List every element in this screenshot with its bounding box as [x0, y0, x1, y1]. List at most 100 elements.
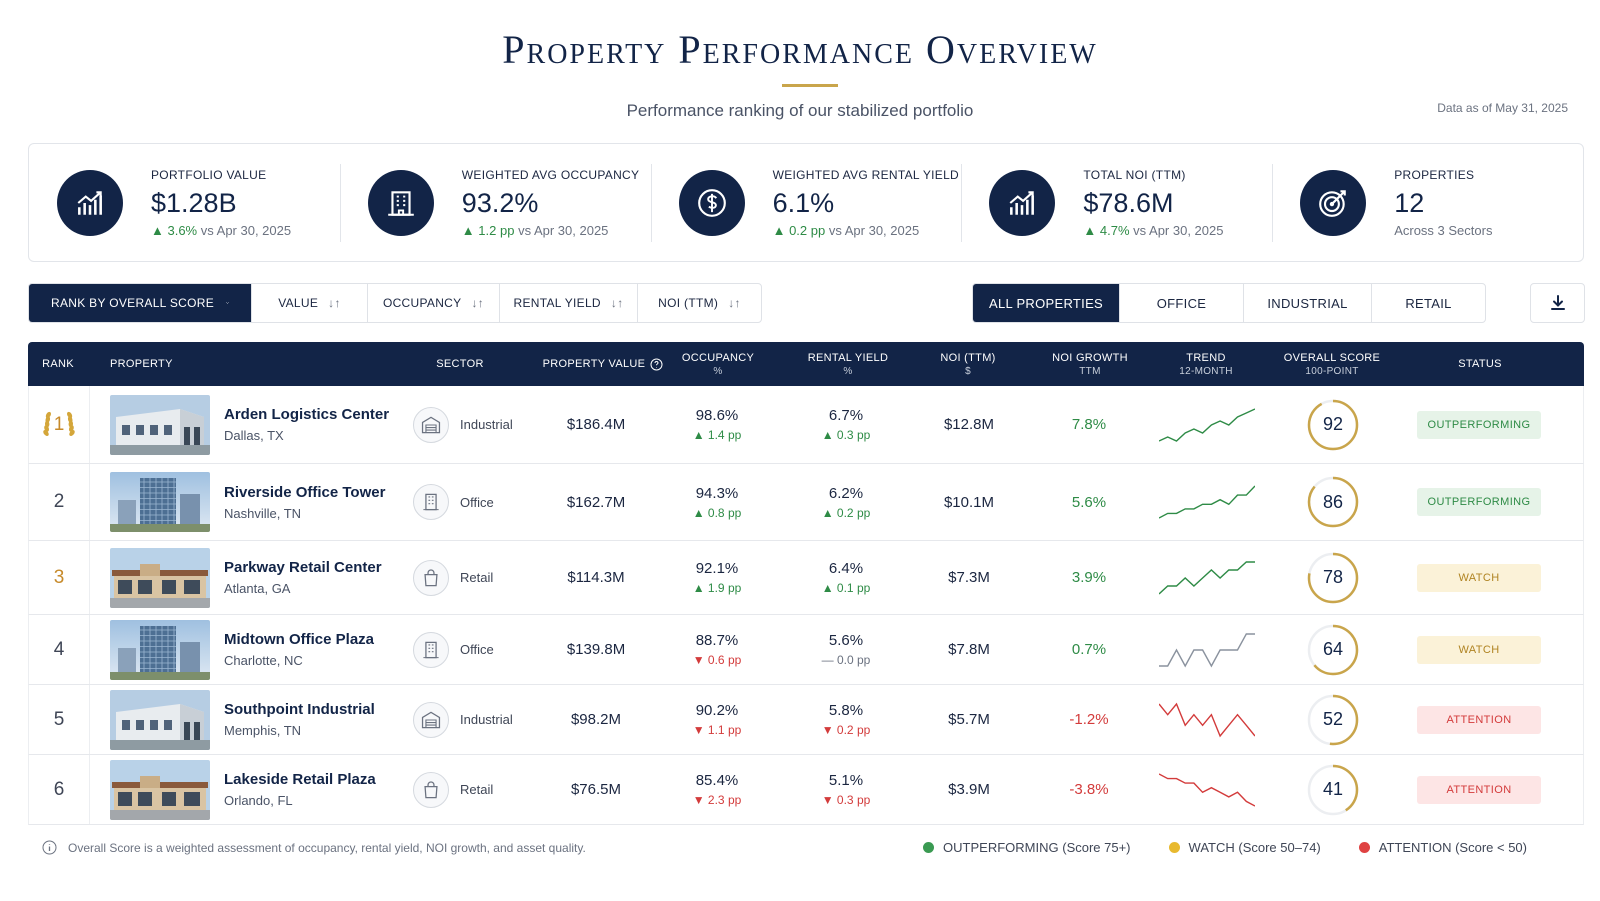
- status-legend: OUTPERFORMING (Score 75+) WATCH (Score 50…: [885, 840, 1527, 855]
- status-badge: ATTENTION: [1417, 775, 1541, 804]
- kpi-delta: ▲ 1.2 pp: [461, 222, 515, 238]
- filter-all-properties[interactable]: ALL PROPERTIES: [973, 284, 1119, 322]
- download-button[interactable]: [1530, 283, 1585, 323]
- sector-name: Industrial: [460, 417, 513, 432]
- trend-sparkline: [1159, 685, 1255, 754]
- property-cell[interactable]: Lakeside Retail Plaza Orlando, FL: [224, 755, 376, 824]
- table-row[interactable]: 3 Parkway Retail Center Atlanta, GA Reta…: [28, 541, 1584, 615]
- property-name[interactable]: Riverside Office Tower: [224, 483, 386, 501]
- occupancy-value: 85.4%: [695, 772, 739, 789]
- filter-office[interactable]: OFFICE: [1119, 284, 1243, 322]
- property-name[interactable]: Midtown Office Plaza: [224, 631, 375, 648]
- laurel-icon: [43, 411, 75, 436]
- rental-yield-cell: 6.2% ▲ 0.2 pp: [796, 464, 896, 540]
- col-property[interactable]: PROPERTY: [110, 358, 173, 370]
- property-cell[interactable]: Southpoint Industrial Memphis, TN: [224, 685, 375, 754]
- kpi-value: $78.6M: [1083, 187, 1174, 218]
- col-occupancy[interactable]: OCCUPANCY%: [681, 351, 755, 377]
- col-sector[interactable]: SECTOR: [436, 358, 484, 370]
- filter-industrial[interactable]: INDUSTRIAL: [1243, 284, 1371, 322]
- col-property-value[interactable]: PROPERTY VALUE: [528, 342, 678, 386]
- occupancy-cell: 88.7% ▼ 0.6 pp: [667, 615, 767, 684]
- sector-cell: Retail: [413, 541, 493, 614]
- sort-value-button[interactable]: VALUE ↓↑: [251, 284, 367, 322]
- property-location: Dallas, TX: [224, 428, 284, 443]
- table-row[interactable]: 4 Midtown Office Plaza Charlotte, NC Off…: [28, 615, 1584, 685]
- kpi-card: PORTFOLIO VALUE $1.28B ▲ 3.6% vs Apr 30,…: [29, 144, 340, 261]
- occupancy-cell: 94.3% ▲ 0.8 pp: [667, 464, 767, 540]
- col-noi[interactable]: NOI (TTM) $: [940, 351, 996, 377]
- table-header: RANK PROPERTY SECTOR PROPERTY VALUE OCCU…: [28, 342, 1584, 386]
- property-cell[interactable]: Midtown Office Plaza Charlotte, NC: [224, 615, 374, 684]
- rank-number: 3: [53, 566, 65, 588]
- sort-noi-ttm-button[interactable]: NOI (TTM) ↓↑: [637, 284, 761, 322]
- property-cell[interactable]: Arden Logistics Center Dallas, TX: [224, 386, 389, 463]
- property-thumbnail: [110, 386, 210, 463]
- property-location: Atlanta, GA: [224, 581, 291, 596]
- property-cell[interactable]: Riverside Office Tower Nashville, TN: [224, 464, 385, 540]
- trend-sparkline: [1159, 464, 1255, 540]
- overall-score-ring: 64: [1306, 615, 1360, 684]
- sector-filter: ALL PROPERTIES OFFICE INDUSTRIAL RETAIL: [972, 283, 1486, 323]
- filter-retail[interactable]: RETAIL: [1371, 284, 1485, 322]
- status-badge: WATCH: [1417, 563, 1541, 592]
- kpi-label: PORTFOLIO VALUE: [151, 167, 267, 182]
- shopping-bag-icon: [413, 559, 449, 596]
- occupancy-value: 98.6%: [695, 407, 739, 424]
- col-overall-score[interactable]: OVERALL SCORE 100-POINT: [1283, 351, 1381, 377]
- status-badge: OUTPERFORMING: [1417, 488, 1541, 516]
- status-cell: WATCH: [1417, 615, 1541, 684]
- sector-name: Office: [460, 494, 494, 510]
- kpi-card: PROPERTIES 12 Across 3 Sectors: [1272, 144, 1583, 261]
- rank-by-overall-score-button[interactable]: RANK BY OVERALL SCORE: [29, 284, 251, 322]
- property-table: RANK PROPERTY SECTOR PROPERTY VALUE OCCU…: [28, 342, 1584, 825]
- kpi-value: 12: [1394, 187, 1425, 218]
- col-status[interactable]: STATUS: [1458, 358, 1502, 370]
- property-name[interactable]: Arden Logistics Center: [224, 406, 390, 423]
- sort-rental-yield-button[interactable]: RENTAL YIELD ↓↑: [499, 284, 637, 322]
- overall-score-ring: 41: [1306, 755, 1360, 824]
- property-cell[interactable]: Parkway Retail Center Atlanta, GA: [224, 541, 382, 614]
- legend-dot: [1358, 842, 1370, 853]
- occupancy-delta: ▼ 2.3 pp: [692, 793, 742, 807]
- trend-sparkline: [1159, 386, 1255, 463]
- col-rental-yield[interactable]: RENTAL YIELD%: [807, 351, 889, 377]
- noi-value: $7.8M: [948, 641, 990, 658]
- property-thumbnail: [110, 685, 210, 754]
- kpi-delta: ▲ 0.2 pp: [772, 222, 826, 238]
- table-row[interactable]: 5 Southpoint Industrial Memphis, TN Indu…: [28, 685, 1584, 755]
- table-row[interactable]: 1 Arden Logistics Center Dallas, TX Indu…: [28, 386, 1584, 464]
- rental-yield-cell: 5.6% — 0.0 pp: [796, 615, 896, 684]
- rental-yield-delta: ▲ 0.3 pp: [821, 428, 871, 442]
- rank-number: 4: [53, 638, 65, 660]
- property-name[interactable]: Parkway Retail Center: [224, 559, 382, 576]
- occupancy-cell: 90.2% ▼ 1.1 pp: [667, 685, 767, 754]
- occupancy-cell: 98.6% ▲ 1.4 pp: [667, 386, 767, 463]
- table-row[interactable]: 6 Lakeside Retail Plaza Orlando, FL Reta…: [28, 755, 1584, 825]
- kpi-delta: ▲ 3.6%: [151, 222, 198, 238]
- sort-occupancy-button[interactable]: OCCUPANCY ↓↑: [367, 284, 499, 322]
- office-building-icon: [413, 484, 449, 520]
- noi-growth-value: 3.9%: [1071, 569, 1107, 586]
- page-title: Property Performance Overview: [502, 27, 1098, 72]
- overall-score-value: 92: [1322, 414, 1344, 434]
- download-icon: [1550, 295, 1565, 310]
- page-subtitle: Performance ranking of our stabilized po…: [626, 101, 974, 120]
- table-row[interactable]: 2 Riverside Office Tower Nashville, TN O…: [28, 464, 1584, 541]
- rank-divider: [89, 541, 90, 614]
- overall-score-ring: 78: [1306, 541, 1360, 614]
- office-building-icon: [413, 631, 449, 668]
- property-value: $139.8M: [566, 641, 626, 658]
- target-icon: [1300, 169, 1367, 236]
- noi-value: $10.1M: [943, 493, 995, 511]
- col-noi-growth[interactable]: NOI GROWTH TTM: [1052, 351, 1128, 377]
- sector-name: Retail: [460, 570, 494, 585]
- footnote-text: Overall Score is a weighted assessment o…: [68, 840, 586, 855]
- property-name[interactable]: Southpoint Industrial: [224, 701, 375, 718]
- info-icon[interactable]: [650, 358, 663, 371]
- legend-item: OUTPERFORMING (Score 75+): [923, 840, 1131, 855]
- col-rank[interactable]: RANK: [42, 358, 74, 370]
- overall-score-ring: 86: [1306, 464, 1360, 540]
- trend-sparkline: [1159, 755, 1255, 824]
- property-name[interactable]: Lakeside Retail Plaza: [224, 771, 376, 788]
